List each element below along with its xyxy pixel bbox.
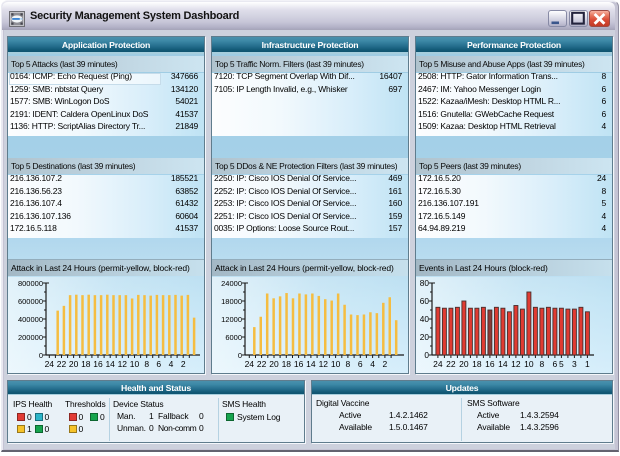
svg-text:12: 12 xyxy=(118,359,128,369)
svg-text:18000: 18000 xyxy=(221,297,242,306)
svg-text:40: 40 xyxy=(420,314,430,324)
svg-text:1: 1 xyxy=(585,359,590,369)
svg-text:8: 8 xyxy=(540,359,545,369)
svg-text:20: 20 xyxy=(69,359,79,369)
svg-text:2: 2 xyxy=(383,359,388,369)
svg-text:12000: 12000 xyxy=(221,315,242,324)
svg-text:22: 22 xyxy=(57,359,67,369)
svg-text:10: 10 xyxy=(524,359,534,369)
svg-text:400000: 400000 xyxy=(18,315,43,324)
svg-text:10: 10 xyxy=(130,359,140,369)
svg-text:6000: 6000 xyxy=(225,333,242,342)
svg-text:4: 4 xyxy=(169,359,174,369)
svg-text:4: 4 xyxy=(370,359,375,369)
svg-text:16: 16 xyxy=(485,359,495,369)
svg-text:22: 22 xyxy=(446,359,456,369)
svg-text:18: 18 xyxy=(472,359,482,369)
svg-text:6: 6 xyxy=(553,359,558,369)
svg-text:800000: 800000 xyxy=(18,279,43,288)
svg-text:12: 12 xyxy=(319,359,329,369)
svg-text:8: 8 xyxy=(346,359,351,369)
svg-text:8: 8 xyxy=(144,359,149,369)
svg-text:18: 18 xyxy=(81,359,91,369)
svg-text:16: 16 xyxy=(93,359,103,369)
svg-text:20: 20 xyxy=(269,359,279,369)
svg-text:10: 10 xyxy=(331,359,341,369)
svg-text:24: 24 xyxy=(245,359,255,369)
svg-text:24000: 24000 xyxy=(221,279,242,288)
svg-text:60: 60 xyxy=(420,296,430,306)
svg-text:3: 3 xyxy=(572,359,577,369)
svg-text:18: 18 xyxy=(282,359,292,369)
svg-text:20: 20 xyxy=(420,332,430,342)
svg-text:5: 5 xyxy=(559,359,564,369)
svg-text:24: 24 xyxy=(433,359,443,369)
svg-text:600000: 600000 xyxy=(18,297,43,306)
svg-text:0: 0 xyxy=(39,351,43,360)
svg-text:14: 14 xyxy=(105,359,115,369)
svg-text:16: 16 xyxy=(294,359,304,369)
svg-text:6: 6 xyxy=(358,359,363,369)
svg-text:24: 24 xyxy=(45,359,55,369)
svg-text:14: 14 xyxy=(498,359,508,369)
svg-text:200000: 200000 xyxy=(18,333,43,342)
svg-text:12: 12 xyxy=(511,359,521,369)
svg-text:0: 0 xyxy=(424,350,429,360)
svg-text:2: 2 xyxy=(181,359,186,369)
svg-text:14: 14 xyxy=(306,359,316,369)
svg-text:6: 6 xyxy=(156,359,161,369)
svg-text:0: 0 xyxy=(238,351,242,360)
svg-text:20: 20 xyxy=(459,359,469,369)
svg-text:22: 22 xyxy=(257,359,267,369)
svg-text:80: 80 xyxy=(420,278,430,288)
